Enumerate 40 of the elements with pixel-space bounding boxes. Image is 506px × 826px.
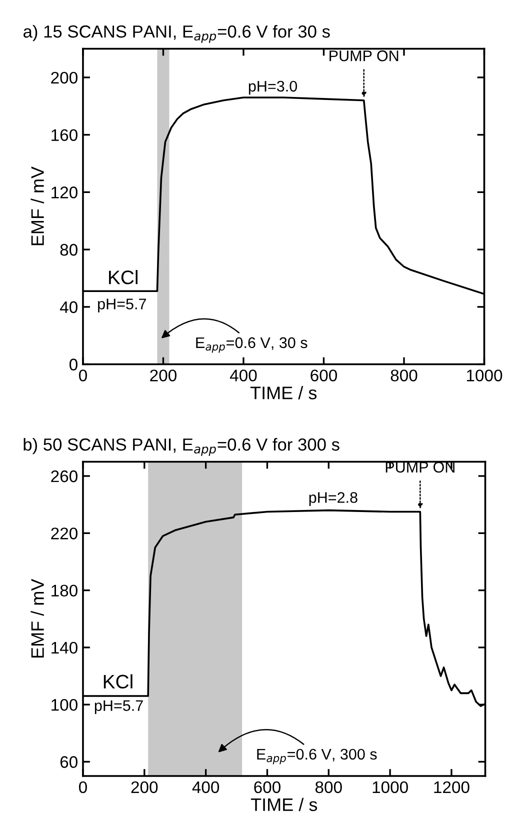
annotation: pH=5.7	[98, 298, 146, 312]
x-tick-label: 800	[390, 370, 418, 382]
y-tick-label: 260	[51, 470, 78, 482]
annotation: pH=3.0	[248, 80, 298, 95]
y-tick-label: 40	[60, 301, 78, 314]
x-tick-label: 0	[79, 370, 87, 382]
y-axis-title: EMF / mV	[30, 578, 44, 658]
x-tick-label: 0	[79, 781, 87, 794]
chart-title: a) 15 SCANS PANI, E$_{app}$=0.6 V for 30 s	[24, 24, 330, 43]
y-tick-label: 100	[52, 699, 78, 711]
y-tick-label: 120	[52, 186, 78, 198]
y-axis-title: EMF / mV	[30, 166, 44, 246]
y-tick-label: 80	[60, 244, 78, 256]
x-tick-label: 200	[150, 370, 176, 382]
x-tick-label: 800	[315, 781, 342, 794]
x-tick-label: 1000	[372, 781, 408, 794]
y-tick-label: 0	[70, 358, 78, 370]
x-axis-title: TIME / s	[250, 386, 317, 400]
x-tick-label: 1000	[466, 370, 502, 382]
x-tick-label: 400	[192, 781, 220, 794]
y-tick-label: 140	[52, 642, 78, 654]
annotation: KCl	[109, 270, 138, 284]
y-tick-label: 160	[52, 129, 78, 141]
x-axis-title: TIME / s	[250, 798, 318, 812]
chart-title: b) 50 SCANS PANI, E$_{app}$=0.6 V for 300 s	[24, 438, 340, 456]
annotation: PUMP ON	[330, 50, 398, 62]
y-tick-label: 200	[51, 72, 78, 84]
x-tick-label: 400	[230, 370, 257, 382]
x-tick-label: 600	[254, 781, 280, 794]
y-tick-label: 180	[52, 584, 78, 597]
x-tick-label: 1200	[434, 781, 470, 794]
annotation: KCl	[104, 674, 132, 689]
annotation: pH=2.8	[309, 492, 358, 506]
annotation: pH=5.7	[94, 700, 143, 714]
annotation: E$_{app}$=0.6 V, 300 s	[257, 748, 377, 764]
y-tick-label: 60	[60, 756, 78, 768]
y-tick-label: 220	[51, 528, 78, 540]
annotation: E$_{app}$=0.6 V, 30 s	[196, 337, 308, 353]
x-tick-label: 200	[131, 781, 158, 794]
x-tick-label: 600	[310, 370, 337, 382]
